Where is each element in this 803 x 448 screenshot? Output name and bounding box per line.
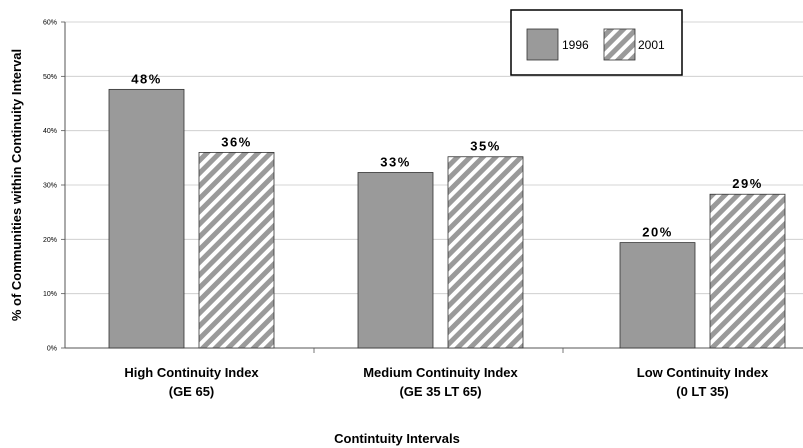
axes: 0% 10% 20% 30% 40% 50% 60% High Continuity Inde… — [43, 20, 803, 399]
data-label: 29% — [732, 176, 763, 191]
data-labels: 48% 36% 33% 35% 20% 29% — [131, 71, 763, 240]
y-tick-label: 40% — [43, 128, 57, 135]
bar-2001-1 — [198, 151, 275, 349]
data-label: 48% — [131, 71, 162, 86]
x-axis-title: Contintuity Intervals — [334, 431, 460, 446]
bar-2001-2 — [447, 156, 524, 349]
bar-1996-3 — [619, 242, 696, 349]
y-axis-title: % of Communities within Continuity Inter… — [9, 49, 24, 321]
bars — [108, 88, 786, 349]
bar-2001-3 — [709, 193, 786, 349]
y-tick-label: 20% — [43, 237, 57, 244]
data-label: 36% — [221, 134, 252, 149]
y-tick-label: 60% — [43, 20, 57, 27]
data-label: 35% — [470, 139, 501, 154]
legend-swatch-1996 — [526, 28, 559, 61]
y-tick-label: 10% — [43, 291, 57, 298]
category-label: Medium Continuity Index (GE 35 LT 65) — [363, 365, 518, 399]
data-label: 20% — [642, 225, 673, 240]
y-tick-label: 50% — [43, 74, 57, 81]
data-label: 33% — [380, 155, 411, 170]
legend: 1996 2001 — [510, 9, 683, 76]
category-label: Low Continuity Index (0 LT 35) — [637, 365, 769, 399]
bar-1996-2 — [357, 172, 434, 349]
y-tick-label: 0% — [47, 346, 57, 353]
legend-label-2001: 2001 — [638, 38, 665, 52]
y-tick-label: 30% — [43, 183, 57, 190]
category-label: High Continuity Index (GE 65) — [124, 365, 259, 399]
legend-label-1996: 1996 — [562, 38, 589, 52]
bar-1996-1 — [108, 88, 185, 349]
legend-swatch-2001 — [603, 28, 636, 61]
